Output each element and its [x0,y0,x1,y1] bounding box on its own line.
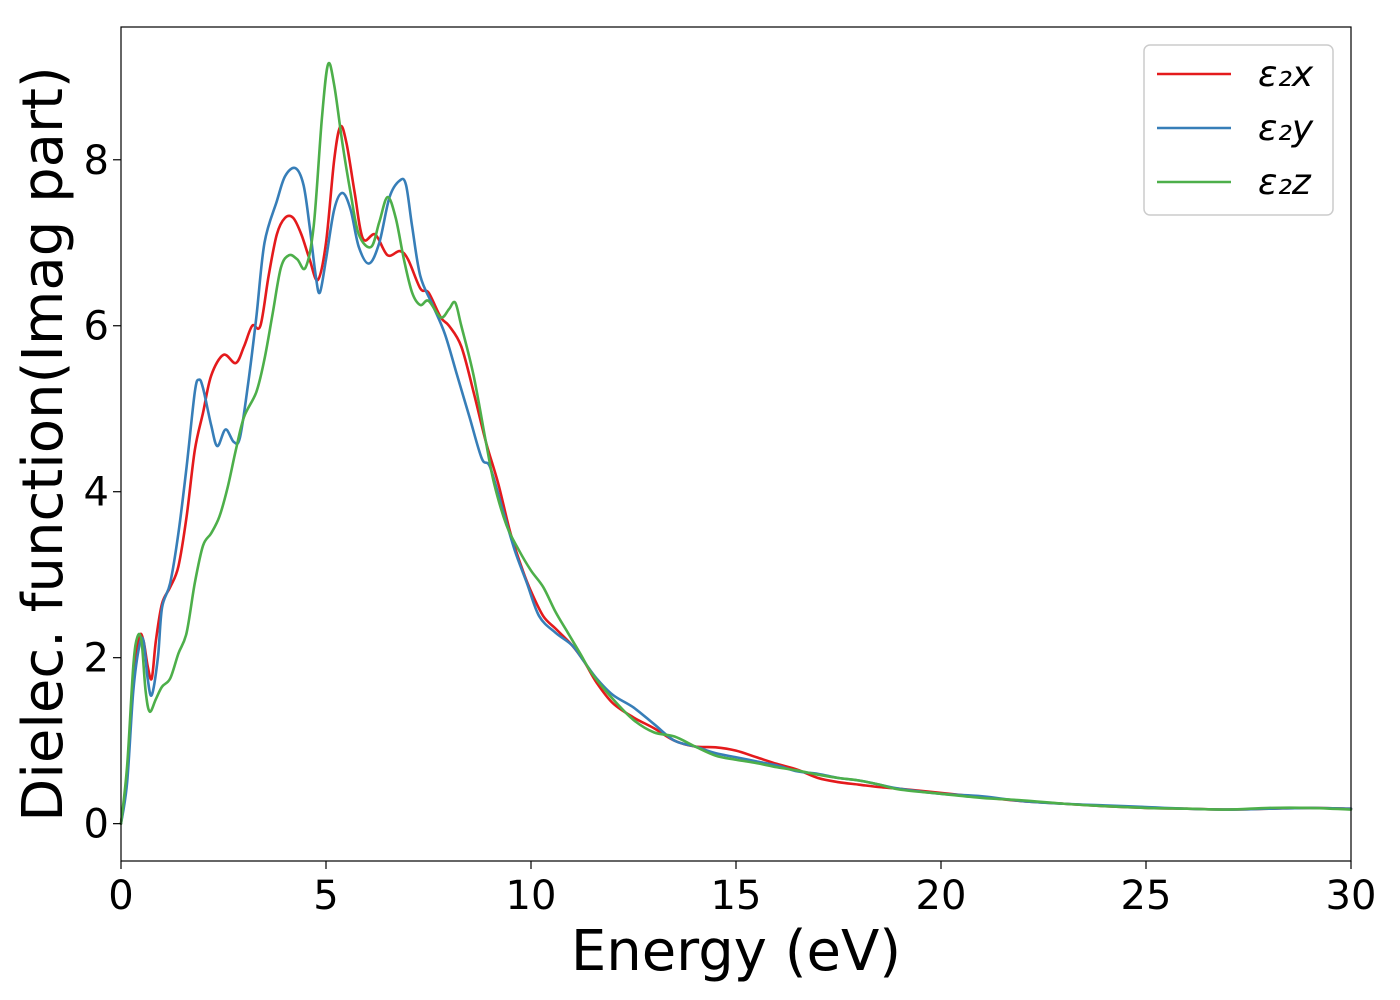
series-layer [119,61,1353,825]
legend-box [1143,44,1334,216]
y-tick-label: 6 [84,304,109,350]
x-tick-label: 20 [916,873,967,919]
legend-label: ε₂x [1258,54,1314,95]
x-tick-label: 30 [1326,873,1377,919]
x-tick-label: 0 [108,873,133,919]
legend-label: ε₂z [1258,162,1312,203]
y-tick-label: 2 [84,636,109,682]
x-axis-label: Energy (eV) [571,919,901,984]
x-tick-label: 25 [1121,873,1172,919]
x-tick-label: 10 [506,873,557,919]
x-tick-label: 5 [313,873,338,919]
y-axis-label: Dielec. function(Imag part) [11,66,76,822]
legend-label: ε₂y [1258,108,1314,149]
legend: ε₂x ε₂y ε₂z [1143,44,1334,216]
series-line-3 [119,61,1353,825]
y-tick-label: 8 [84,138,109,184]
x-tick-label: 15 [711,873,762,919]
y-tick-label: 0 [84,802,109,848]
y-tick-label: 4 [84,470,109,516]
y-axis-ticks: 0 2 4 6 8 [84,138,121,848]
x-axis-ticks: 0 5 10 15 20 25 30 [108,861,1376,919]
